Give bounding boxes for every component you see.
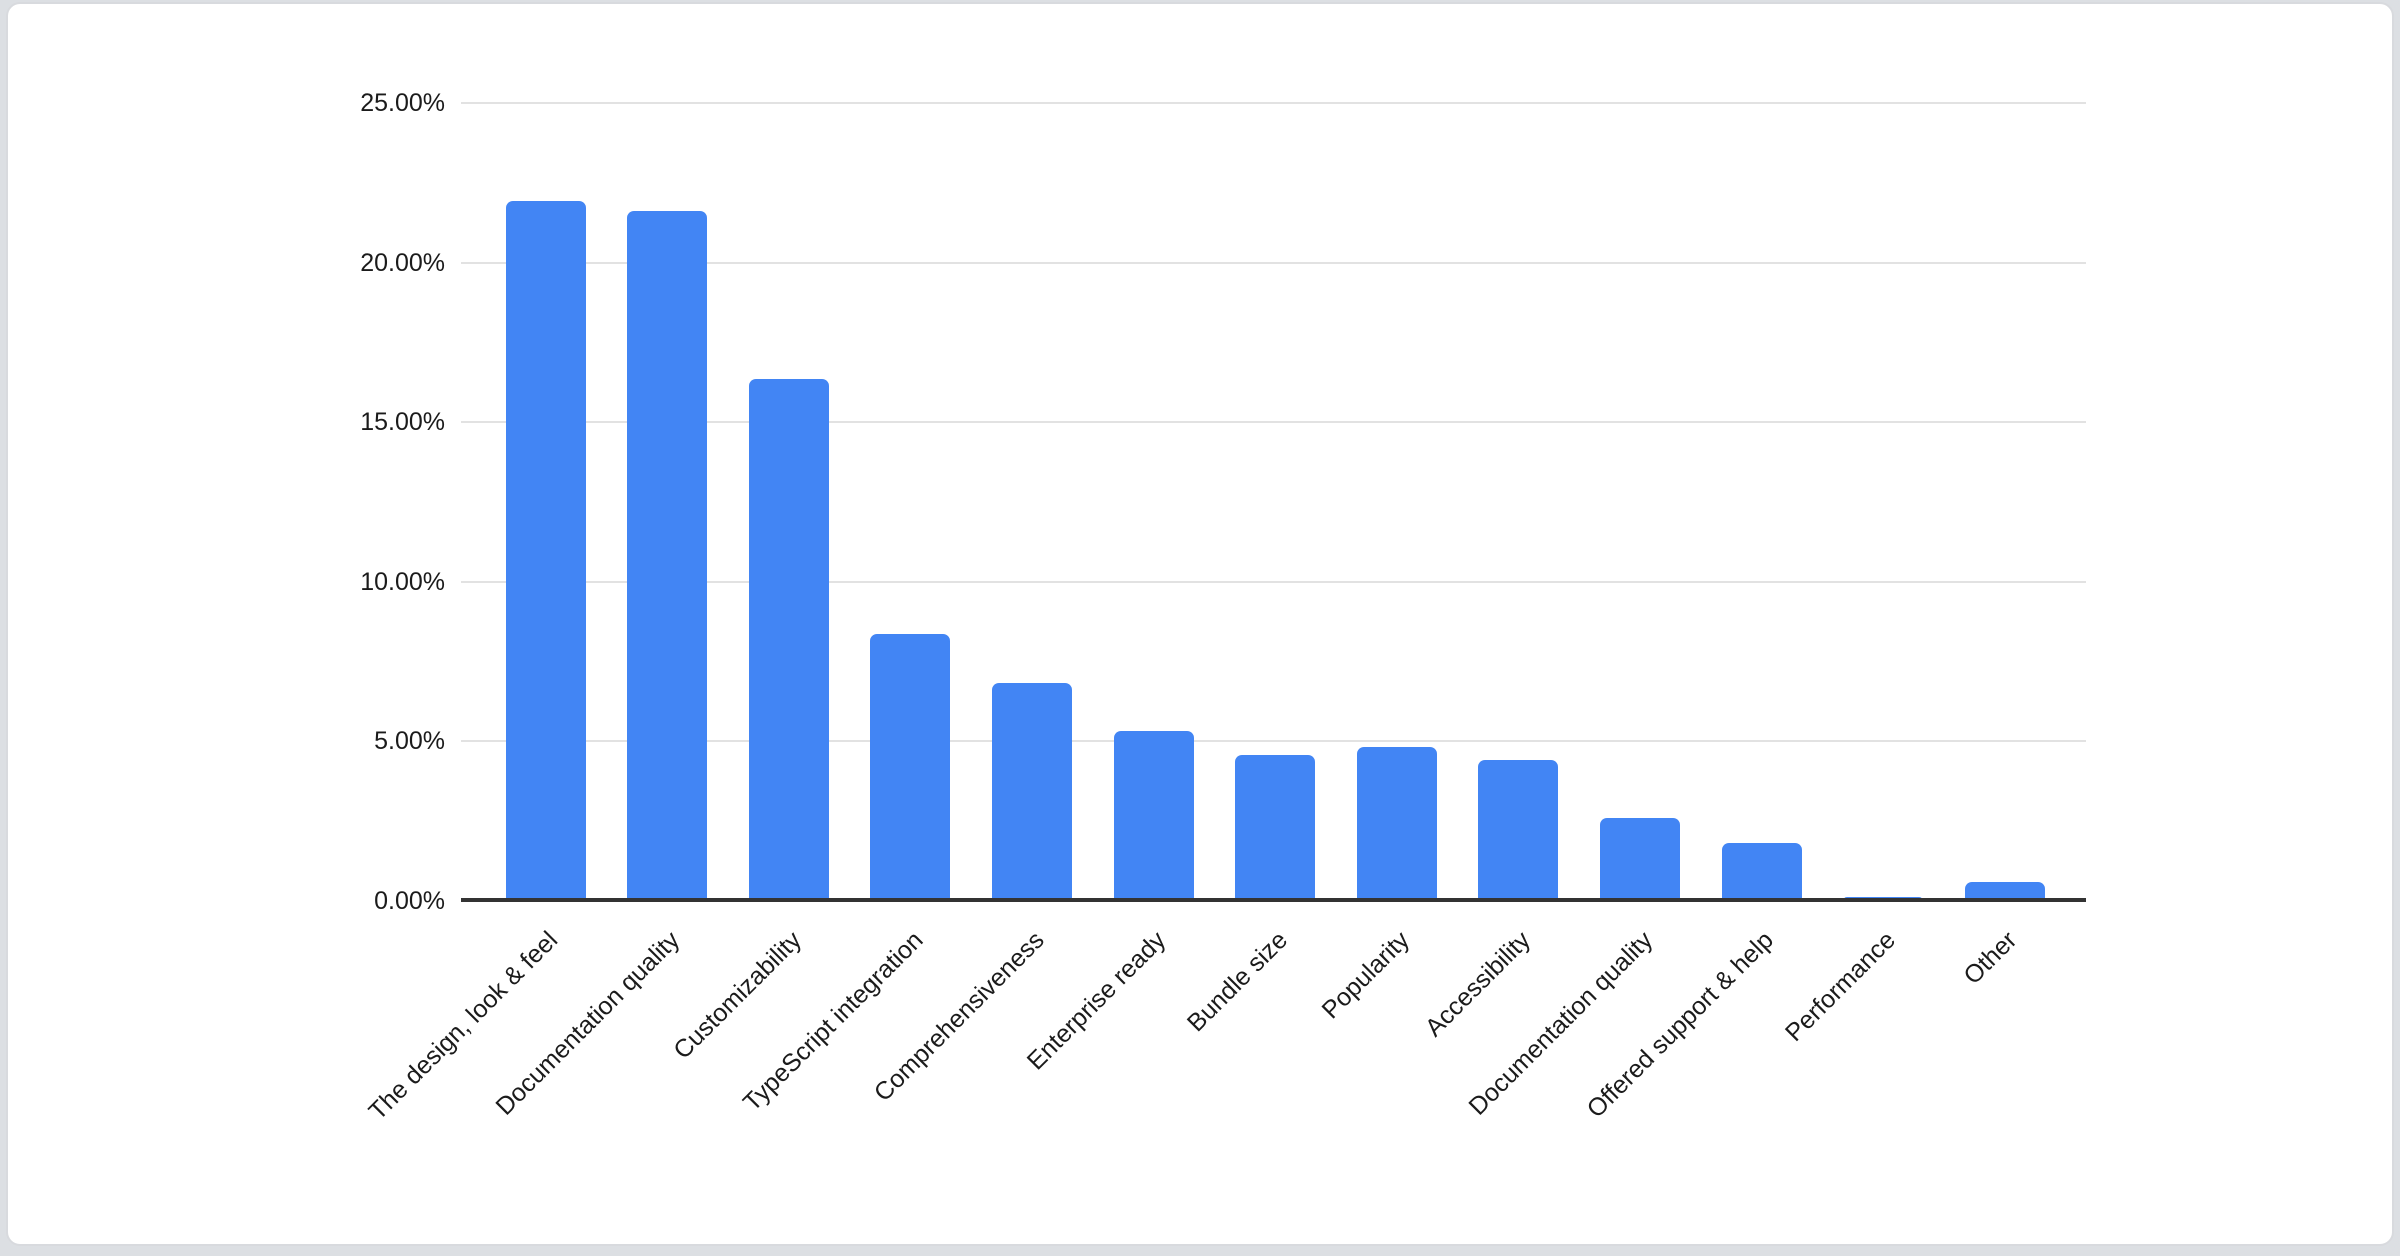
bar-1[interactable] — [505, 201, 586, 901]
bar-10[interactable] — [1599, 818, 1680, 901]
bar-11[interactable] — [1721, 843, 1802, 901]
x-axis-category-label: Customizability — [667, 926, 807, 1065]
y-axis-tick-label: 25.00% — [360, 89, 445, 117]
bar-13[interactable] — [1964, 881, 2045, 901]
chart-card: The design, look & feel Documentation qua… — [6, 2, 2394, 1246]
x-axis-category-label: Popularity — [1316, 926, 1415, 1025]
gridline — [461, 740, 2086, 743]
plot-area — [461, 102, 2086, 902]
y-axis-tick-label: 5.00% — [374, 727, 445, 756]
gridline — [461, 421, 2086, 424]
gridline — [461, 580, 2086, 583]
bar-9[interactable] — [1478, 759, 1559, 901]
x-axis-category-label: Accessibility — [1420, 926, 1537, 1043]
bar-7[interactable] — [1235, 754, 1316, 901]
x-axis-category-label: Other — [1958, 926, 2023, 991]
gridline — [461, 261, 2086, 264]
bar-3[interactable] — [748, 379, 829, 901]
bar-6[interactable] — [1113, 731, 1194, 901]
y-axis-tick-label: 15.00% — [360, 408, 445, 437]
x-axis-category-label: Bundle size — [1181, 926, 1293, 1038]
bar-2[interactable] — [627, 210, 708, 901]
y-axis-tick-label: 10.00% — [360, 567, 445, 596]
gridline — [461, 102, 2086, 104]
bar-4[interactable] — [870, 634, 951, 901]
y-axis-tick-label: 20.00% — [360, 248, 445, 277]
x-axis-category-label: Performance — [1779, 926, 1901, 1048]
x-axis-line — [461, 898, 2086, 902]
bar-5[interactable] — [991, 683, 1072, 901]
bar-8[interactable] — [1356, 746, 1437, 901]
y-axis-tick-label: 0.00% — [374, 887, 445, 915]
